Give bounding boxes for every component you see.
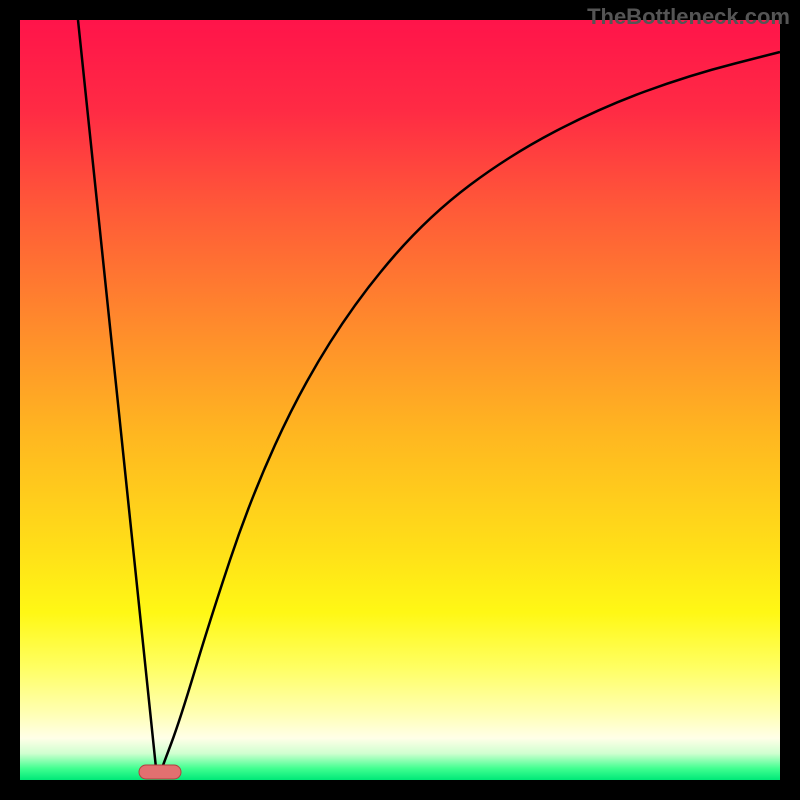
bottleneck-chart: TheBottleneck.com	[0, 0, 800, 800]
chart-svg	[0, 0, 800, 800]
valley-marker	[139, 765, 181, 779]
plot-area	[20, 20, 780, 780]
watermark-text: TheBottleneck.com	[587, 4, 790, 30]
